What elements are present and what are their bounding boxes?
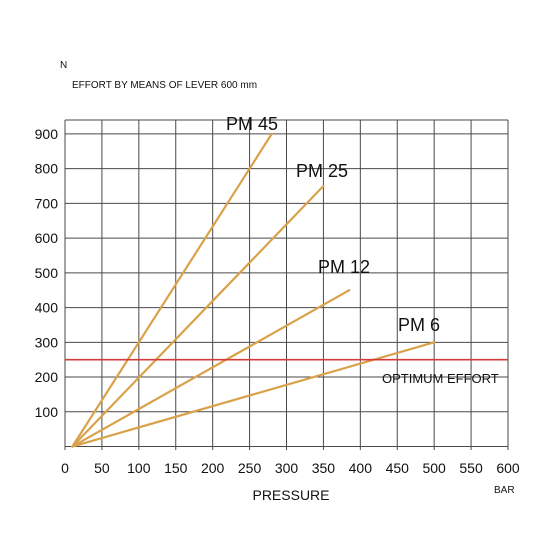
x-axis-label: PRESSURE	[252, 487, 329, 503]
y-axis-unit: N	[60, 60, 67, 71]
series-label-pm-6: PM 6	[398, 315, 440, 335]
x-tick-label-150: 150	[164, 460, 188, 476]
y-tick-label-900: 900	[35, 126, 59, 142]
x-tick-label-400: 400	[349, 460, 373, 476]
x-tick-label-100: 100	[127, 460, 151, 476]
x-tick-label-550: 550	[459, 460, 483, 476]
series-label-pm-12: PM 12	[318, 257, 370, 277]
x-tick-label-0: 0	[61, 460, 69, 476]
grid-lines	[64, 119, 509, 450]
y-tick-label-500: 500	[35, 265, 59, 281]
x-tick-label-600: 600	[496, 460, 520, 476]
x-tick-label-500: 500	[422, 460, 446, 476]
series-line-pm-12	[71, 289, 351, 448]
y-tick-label-700: 700	[35, 195, 59, 211]
y-tick-label-200: 200	[35, 369, 59, 385]
chart-title: EFFORT BY MEANS OF LEVER 600 mm	[72, 80, 257, 91]
y-tick-label-400: 400	[35, 300, 59, 316]
series-label-pm-45: PM 45	[226, 114, 278, 134]
x-axis-unit: BAR	[494, 485, 515, 496]
x-tick-label-300: 300	[275, 460, 299, 476]
series-labels: PM 45 PM 25 PM 12 PM 6	[226, 114, 440, 335]
series-line-pm-6	[71, 341, 436, 448]
optimum-effort-label: OPTIMUM EFFORT	[382, 371, 499, 386]
series-label-pm-25: PM 25	[296, 161, 348, 181]
y-tick-label-600: 600	[35, 230, 59, 246]
x-tick-label-250: 250	[238, 460, 262, 476]
y-tick-label-800: 800	[35, 161, 59, 177]
series-line-pm-45	[71, 132, 273, 448]
x-tick-labels: 0 50 100 150 200 250 300 350 400 450 500 550 600	[61, 460, 520, 476]
x-tick-label-450: 450	[386, 460, 410, 476]
x-tick-label-350: 350	[312, 460, 336, 476]
series-line-pm-25	[71, 184, 325, 448]
y-tick-label-300: 300	[35, 334, 59, 350]
series-lines	[71, 132, 436, 448]
y-tick-label-100: 100	[35, 404, 59, 420]
x-tick-label-50: 50	[94, 460, 110, 476]
x-tick-label-200: 200	[201, 460, 225, 476]
y-tick-labels: 100 200 300 400 500 600 700 800 900	[35, 126, 59, 420]
